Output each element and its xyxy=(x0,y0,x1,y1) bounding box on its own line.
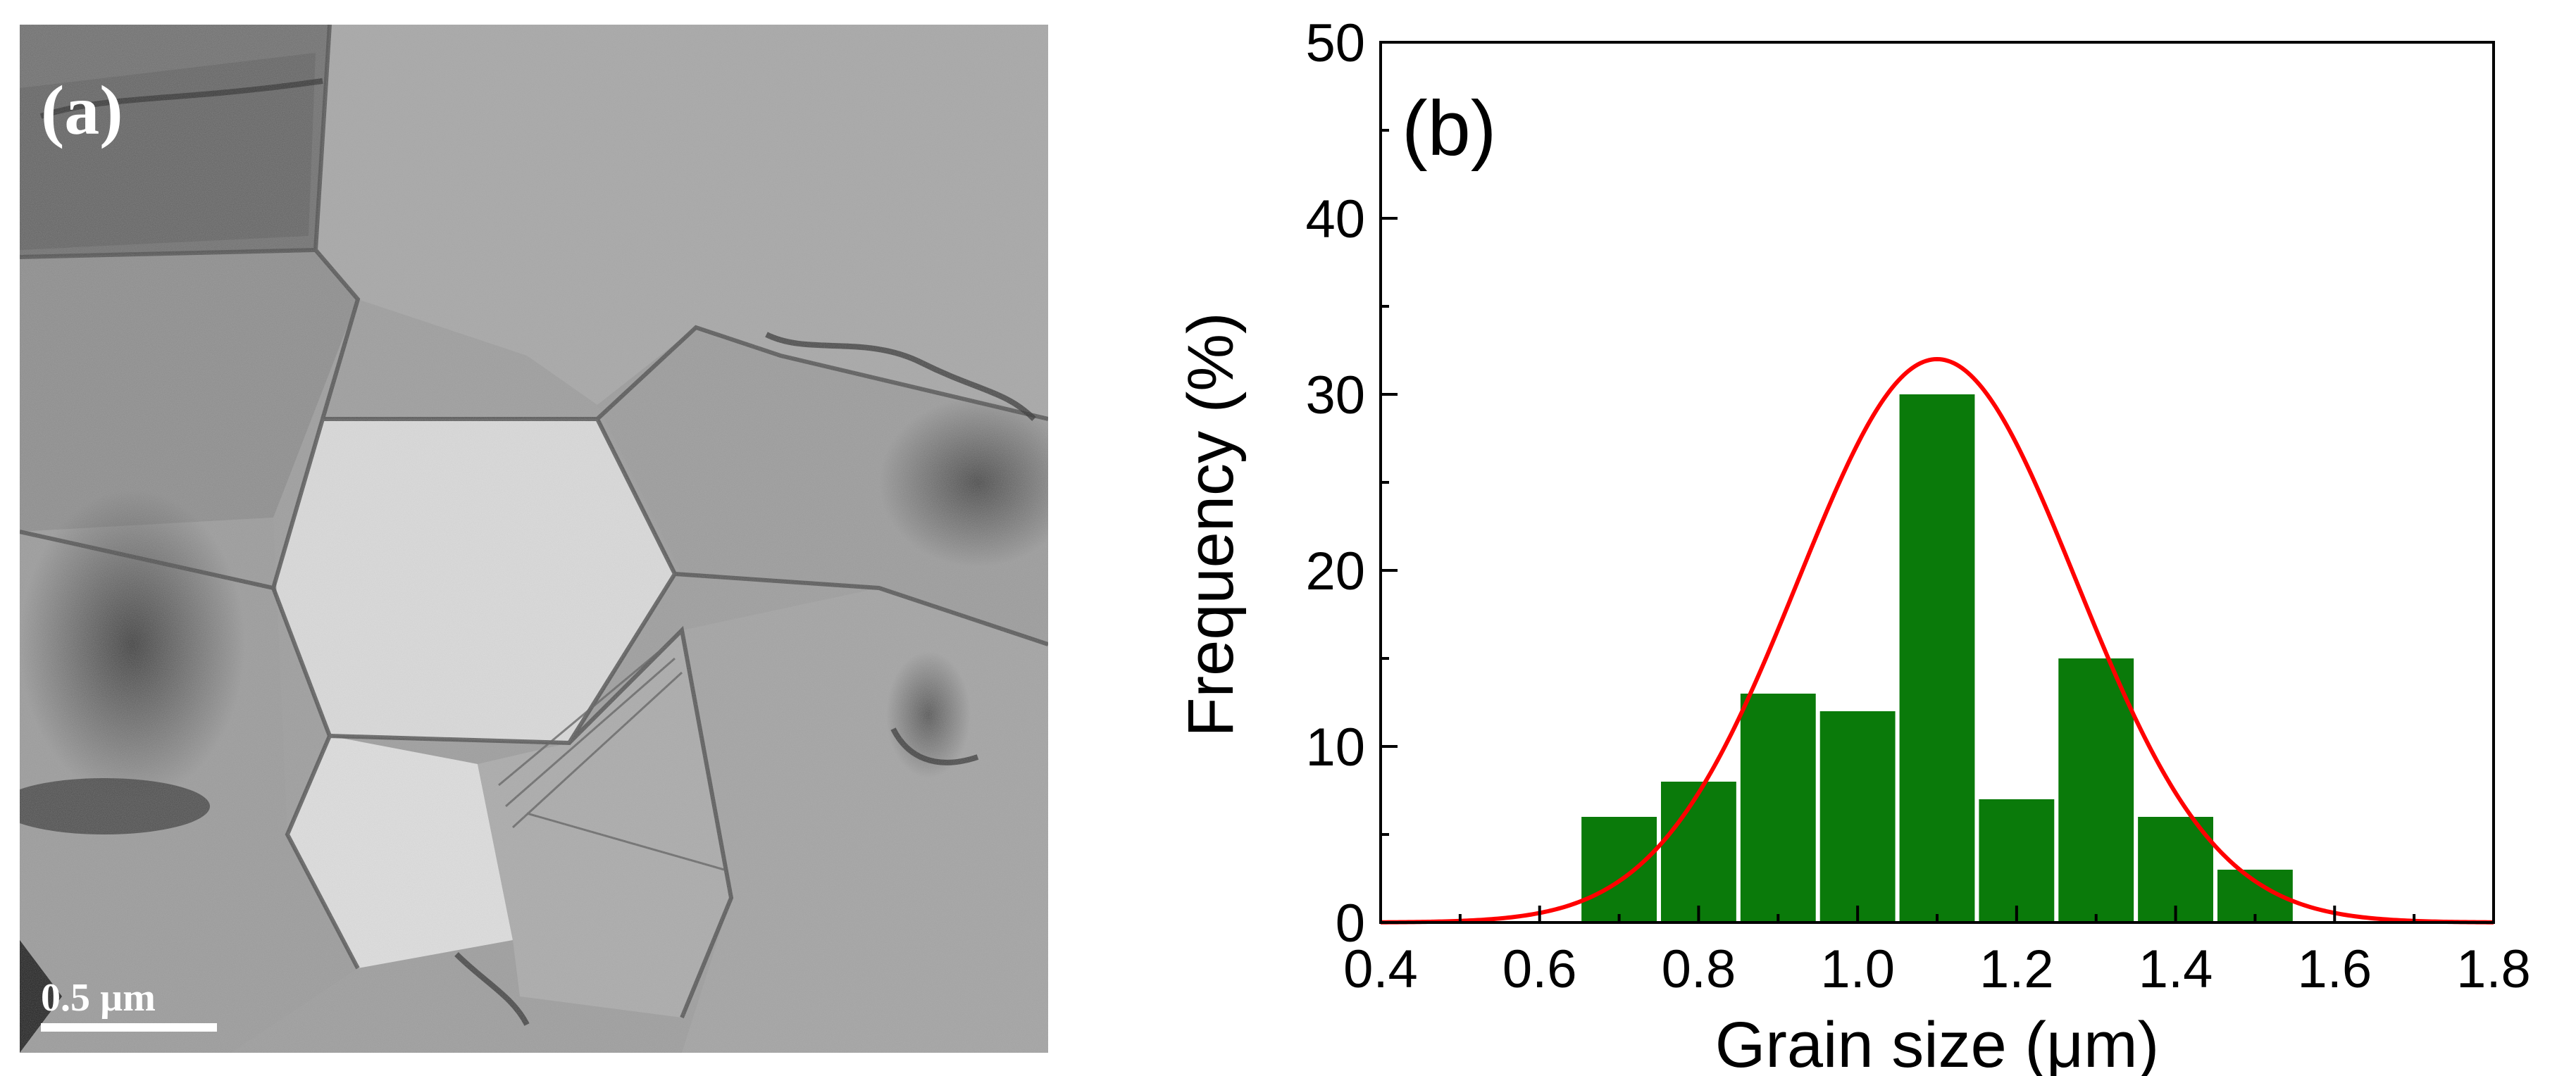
x-axis-title: Grain size (μm) xyxy=(1715,1009,2160,1076)
y-tick-label: 30 xyxy=(1305,365,1365,425)
histogram-bar xyxy=(1899,394,1975,922)
x-tick-label: 1.0 xyxy=(1820,939,1895,999)
bar-group xyxy=(1581,394,2293,922)
histogram-bar xyxy=(2138,817,2213,922)
histogram-bar xyxy=(2058,658,2134,922)
x-axis: 0.4 0.6 0.8 1.0 1.2 1.4 1.6 1.8 xyxy=(1343,906,2531,999)
y-axis-title: Frequency (%) xyxy=(1175,312,1247,737)
scale-bar xyxy=(41,1023,217,1032)
panel-a-label: (a) xyxy=(41,71,123,149)
x-tick-label: 1.4 xyxy=(2139,939,2213,999)
histogram-bar xyxy=(1581,817,1657,922)
x-tick-label: 1.8 xyxy=(2456,939,2531,999)
x-tick-label: 0.8 xyxy=(1662,939,1736,999)
y-tick-label: 20 xyxy=(1305,542,1365,601)
y-tick-label: 0 xyxy=(1336,894,1365,953)
histogram-bar xyxy=(1740,694,1816,922)
x-tick-label: 1.2 xyxy=(1979,939,2054,999)
x-tick-label: 0.6 xyxy=(1502,939,1577,999)
histogram-bar xyxy=(1661,782,1736,922)
histogram-bar xyxy=(1979,799,2055,922)
histogram-bar xyxy=(1819,711,1896,922)
micrograph-image: (a) 0.5 µm xyxy=(20,25,1048,1053)
micrograph-panel: (a) 0.5 µm xyxy=(20,25,1048,1053)
x-tick-label: 0.4 xyxy=(1343,939,1418,999)
gaussian-fit-line xyxy=(1380,356,2494,925)
y-tick-label: 10 xyxy=(1305,718,1365,777)
histogram-panel: 0.4 0.6 0.8 1.0 1.2 1.4 1.6 1.8 0 10 20 30 40 50 (b)… xyxy=(1085,0,2576,1076)
scale-bar-label: 0.5 µm xyxy=(41,976,156,1020)
x-tick-label: 1.6 xyxy=(2297,939,2372,999)
y-tick-label: 50 xyxy=(1305,13,1365,73)
y-axis: 0 10 20 30 40 50 xyxy=(1305,13,1398,953)
panel-b-label: (b) xyxy=(1402,85,1496,172)
y-tick-label: 40 xyxy=(1305,189,1365,249)
histogram-chart: 0.4 0.6 0.8 1.0 1.2 1.4 1.6 1.8 0 10 20 30 40 50 (b)… xyxy=(1175,13,2531,1076)
